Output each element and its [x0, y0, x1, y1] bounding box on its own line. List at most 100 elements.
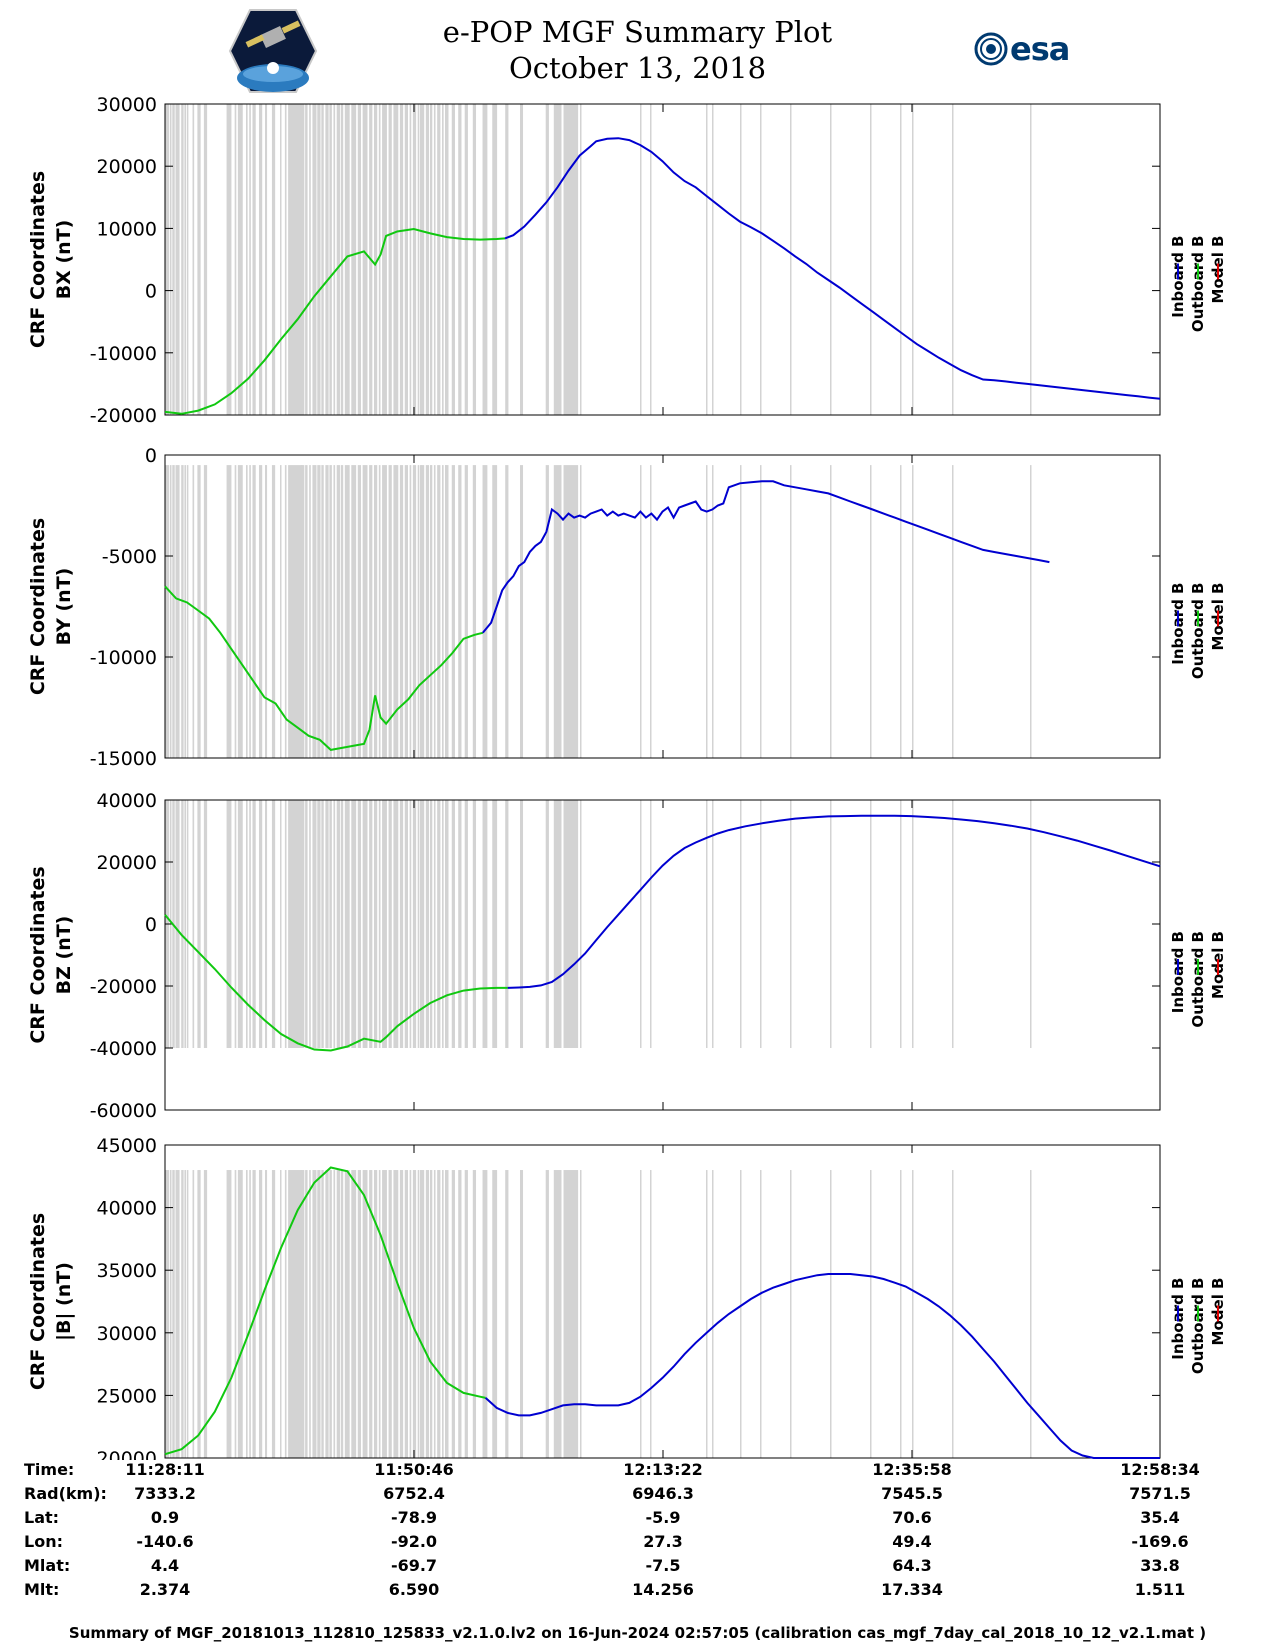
series-line-inboard [504, 137, 1161, 400]
data-gap-band [362, 800, 368, 1048]
data-gap-band [284, 800, 287, 1048]
ephemeris-label: Lat: [24, 1508, 60, 1527]
data-gap-band [553, 1170, 561, 1458]
ephemeris-value: -92.0 [390, 1532, 438, 1551]
ephemeris-row: Lat: 0.9 -78.9 -5.9 70.6 35.4 [0, 1508, 1275, 1532]
ephemeris-value: 2.374 [139, 1580, 191, 1599]
data-gap-band [378, 1170, 381, 1458]
data-gap-band [351, 104, 357, 415]
ephemeris-value: 7571.5 [1129, 1484, 1191, 1503]
legend-label: Outboard B [1189, 583, 1207, 680]
data-gap-band [760, 465, 762, 758]
plot-title-line1: e-POP MGF Summary Plot [442, 15, 833, 49]
data-gap-band [409, 104, 412, 415]
series-line-outboard [164, 1166, 486, 1456]
data-gap-band [234, 465, 237, 758]
y-tick-label: 0 [145, 445, 157, 467]
series-line-outboard [164, 914, 508, 1052]
data-gap-band [249, 104, 251, 415]
data-gap-band [952, 104, 954, 415]
data-gap-band [760, 1170, 762, 1458]
data-gap-band [388, 1170, 392, 1458]
ephemeris-value: 64.3 [892, 1556, 932, 1575]
data-gap-band [258, 1170, 263, 1458]
data-gap-band [445, 104, 447, 415]
data-gap-band [344, 1170, 350, 1458]
y-axis-title: CRF Coordinates [27, 866, 49, 1043]
data-gap-band [433, 1170, 436, 1458]
data-gap-band [451, 1170, 455, 1458]
data-gap-band [388, 104, 392, 415]
data-gap-band [340, 800, 344, 1048]
series-line-inboard [507, 814, 1161, 989]
data-gap-band [312, 800, 317, 1048]
ephemeris-label: Lon: [24, 1532, 63, 1551]
data-gap-band [437, 1170, 441, 1458]
data-gap-band [650, 104, 652, 415]
y-tick-label: -20000 [90, 976, 157, 998]
data-gap-band [430, 800, 432, 1048]
y-tick-label: 45000 [97, 1135, 157, 1157]
data-gap-band [520, 800, 522, 1048]
data-gap-band [382, 800, 387, 1048]
data-gap-band [333, 465, 336, 758]
data-gap-band [404, 1170, 408, 1458]
data-gap-band [404, 800, 408, 1048]
data-gap-band [362, 465, 368, 758]
data-gap-band [344, 800, 350, 1048]
ephemeris-row: Rad(km): 7333.2 6752.4 6946.3 7545.5 7571.5 [0, 1484, 1275, 1508]
data-gap-band [325, 800, 329, 1048]
data-gap-band [312, 465, 317, 758]
data-gap-band [362, 1170, 368, 1458]
data-gap-band [404, 104, 408, 415]
data-gap-band [197, 1170, 201, 1458]
y-tick-label: -5000 [102, 546, 157, 568]
data-gap-band [172, 104, 175, 415]
data-gap-band [169, 104, 172, 415]
data-gap-band [265, 1170, 267, 1458]
data-gap-band [399, 104, 404, 415]
ephemeris-row: Mlt: 2.374 6.590 14.256 17.334 1.511 [0, 1580, 1275, 1604]
ephemeris-value: 17.334 [881, 1580, 943, 1599]
data-gap-band [378, 800, 381, 1048]
data-gap-band [169, 1170, 172, 1458]
ephemeris-value: 7333.2 [134, 1484, 196, 1503]
data-gap-band [271, 1170, 276, 1458]
data-gap-band [288, 800, 305, 1048]
data-gap-band [482, 104, 488, 415]
data-gap-band [203, 104, 208, 415]
data-gap-band [321, 104, 324, 415]
data-gap-band [472, 800, 477, 1048]
data-gap-band [563, 1170, 579, 1458]
data-gap-band [445, 1170, 447, 1458]
data-gap-band [395, 465, 397, 758]
data-gap-band [900, 800, 902, 1048]
ephemeris-label: Mlt: [24, 1580, 60, 1599]
ephemeris-value: -140.6 [136, 1532, 194, 1551]
ephemeris-row: Time: 11:28:11 11:50:46 12:13:22 12:35:58 12:… [0, 1460, 1275, 1484]
data-gap-band [325, 465, 329, 758]
data-gap-band [437, 465, 441, 758]
data-gap-band [388, 800, 392, 1048]
data-gap-band [412, 465, 417, 758]
data-gap-band [425, 1170, 430, 1458]
data-gap-band [1030, 465, 1032, 758]
data-gap-band [246, 465, 248, 758]
chart-panel-2: -15000 -10000 -5000 0 CRF Coordinates BY (nT)… [27, 445, 1227, 770]
data-gap-band [437, 800, 441, 1048]
data-gap-band [184, 1170, 187, 1458]
y-tick-label: 25000 [97, 1385, 157, 1407]
data-gap-band [870, 104, 872, 415]
esa-swirl-icon [974, 32, 1008, 66]
data-gap-band [545, 1170, 549, 1458]
data-gap-band [340, 1170, 344, 1458]
data-gap-band [790, 104, 792, 415]
data-gap-band [317, 104, 321, 415]
data-gap-band [226, 800, 232, 1048]
data-gap-band [252, 465, 256, 758]
data-gap-band [301, 465, 303, 758]
data-gap-band [344, 465, 350, 758]
data-gap-band [464, 1170, 468, 1458]
data-gap-band [175, 104, 180, 415]
data-gap-band [472, 104, 477, 415]
